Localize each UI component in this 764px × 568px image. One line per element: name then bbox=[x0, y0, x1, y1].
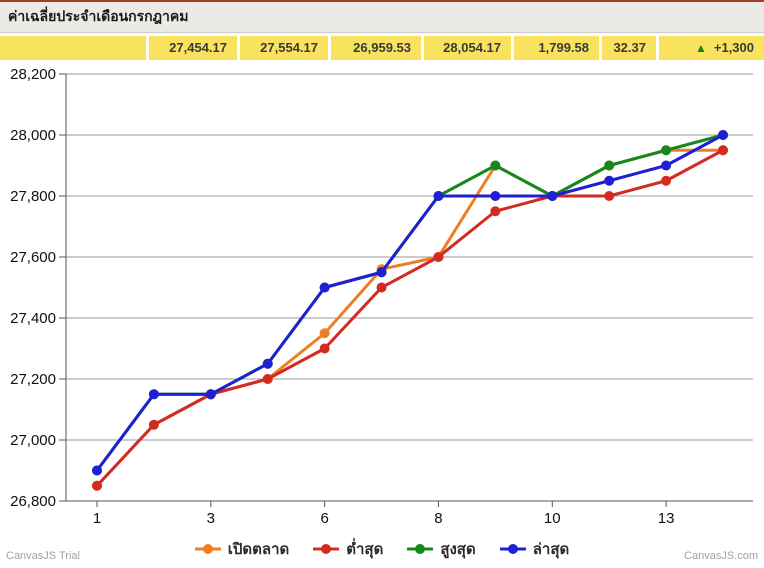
data-point bbox=[376, 282, 387, 293]
legend-marker-icon bbox=[407, 544, 434, 554]
legend-label: ล่าสุด bbox=[532, 541, 570, 558]
data-point bbox=[490, 206, 501, 217]
data-point bbox=[148, 419, 159, 430]
data-point bbox=[490, 160, 501, 171]
summary-cell: 26,959.53 bbox=[331, 36, 421, 60]
change-value: +1,300 bbox=[713, 40, 754, 55]
data-point bbox=[718, 130, 729, 140]
data-point bbox=[262, 358, 273, 369]
up-arrow-icon: ▲ bbox=[694, 41, 707, 55]
data-point bbox=[718, 145, 729, 156]
legend: เปิดตลาด ต่ำสุด สูงสุด ล่าสุด bbox=[0, 534, 764, 564]
y-axis-label: 28,000 bbox=[10, 127, 56, 144]
summary-row: 27,454.17 27,554.17 26,959.53 28,054.17 1,79… bbox=[0, 36, 764, 60]
legend-item-0[interactable]: เปิดตลาด bbox=[194, 537, 290, 561]
y-axis-label: 28,200 bbox=[10, 66, 56, 83]
summary-cell-empty bbox=[0, 36, 146, 60]
x-axis-label: 1 bbox=[93, 510, 101, 527]
x-axis-label: 13 bbox=[658, 510, 675, 527]
data-point bbox=[319, 328, 330, 339]
data-point bbox=[661, 175, 672, 186]
page-title: ค่าเฉลี่ยประจำเดือนกรกฎาคม bbox=[8, 8, 189, 24]
canvasjs-trial-label: CanvasJS Trial bbox=[6, 550, 80, 562]
data-point bbox=[604, 191, 615, 201]
legend-item-1[interactable]: ต่ำสุด bbox=[313, 537, 383, 561]
y-axis-label: 27,800 bbox=[10, 188, 56, 205]
legend-marker-icon bbox=[499, 544, 526, 554]
legend-item-3[interactable]: ล่าสุด bbox=[499, 537, 570, 561]
y-axis-label: 27,600 bbox=[10, 249, 56, 266]
data-point bbox=[205, 389, 216, 400]
data-point bbox=[148, 389, 159, 400]
series-line-2 bbox=[95, 133, 725, 472]
summary-cell: 1,799.58 bbox=[514, 36, 599, 60]
legend-marker-icon bbox=[313, 544, 340, 554]
data-point bbox=[490, 191, 501, 201]
top-accent-line bbox=[0, 0, 764, 2]
data-point bbox=[319, 343, 330, 354]
y-axis-label: 27,400 bbox=[10, 310, 56, 327]
summary-cell: 27,454.17 bbox=[149, 36, 237, 60]
x-axis-label: 8 bbox=[434, 510, 442, 527]
data-point bbox=[319, 282, 330, 293]
legend-label: สูงสุด bbox=[440, 541, 476, 558]
data-point bbox=[604, 160, 615, 171]
y-axis-label: 27,200 bbox=[10, 371, 56, 388]
data-point bbox=[661, 145, 672, 156]
legend-label: เปิดตลาด bbox=[227, 541, 290, 558]
y-axis-label: 27,000 bbox=[10, 432, 56, 449]
data-point bbox=[92, 480, 102, 491]
y-axis-label: 26,800 bbox=[10, 493, 56, 510]
data-point bbox=[376, 267, 387, 278]
series-line-1 bbox=[95, 148, 725, 488]
series-line-3 bbox=[95, 133, 725, 472]
data-point bbox=[604, 175, 615, 186]
legend-item-2[interactable]: สูงสุด bbox=[407, 537, 476, 561]
x-axis-label: 6 bbox=[320, 510, 328, 527]
title-bar: ค่าเฉลี่ยประจำเดือนกรกฎาคม bbox=[0, 2, 764, 33]
data-point bbox=[433, 191, 444, 201]
summary-cell: 28,054.17 bbox=[424, 36, 511, 60]
data-point bbox=[547, 191, 558, 201]
legend-label: ต่ำสุด bbox=[346, 541, 384, 558]
data-point bbox=[433, 252, 444, 262]
data-point bbox=[92, 465, 102, 476]
x-axis-label: 3 bbox=[207, 510, 215, 527]
x-axis-label: 10 bbox=[544, 510, 561, 527]
summary-cell: 27,554.17 bbox=[240, 36, 328, 60]
data-point bbox=[661, 160, 672, 171]
canvasjs-credit-link[interactable]: CanvasJS.com bbox=[684, 550, 758, 562]
summary-change-cell: ▲ +1,300 bbox=[659, 36, 764, 60]
data-point bbox=[262, 374, 273, 384]
price-chart: 26,800 27,000 27,200 27,400 27,600 27,800 28,0… bbox=[10, 66, 753, 527]
legend-marker-icon bbox=[194, 544, 221, 554]
summary-cell: 32.37 bbox=[602, 36, 656, 60]
